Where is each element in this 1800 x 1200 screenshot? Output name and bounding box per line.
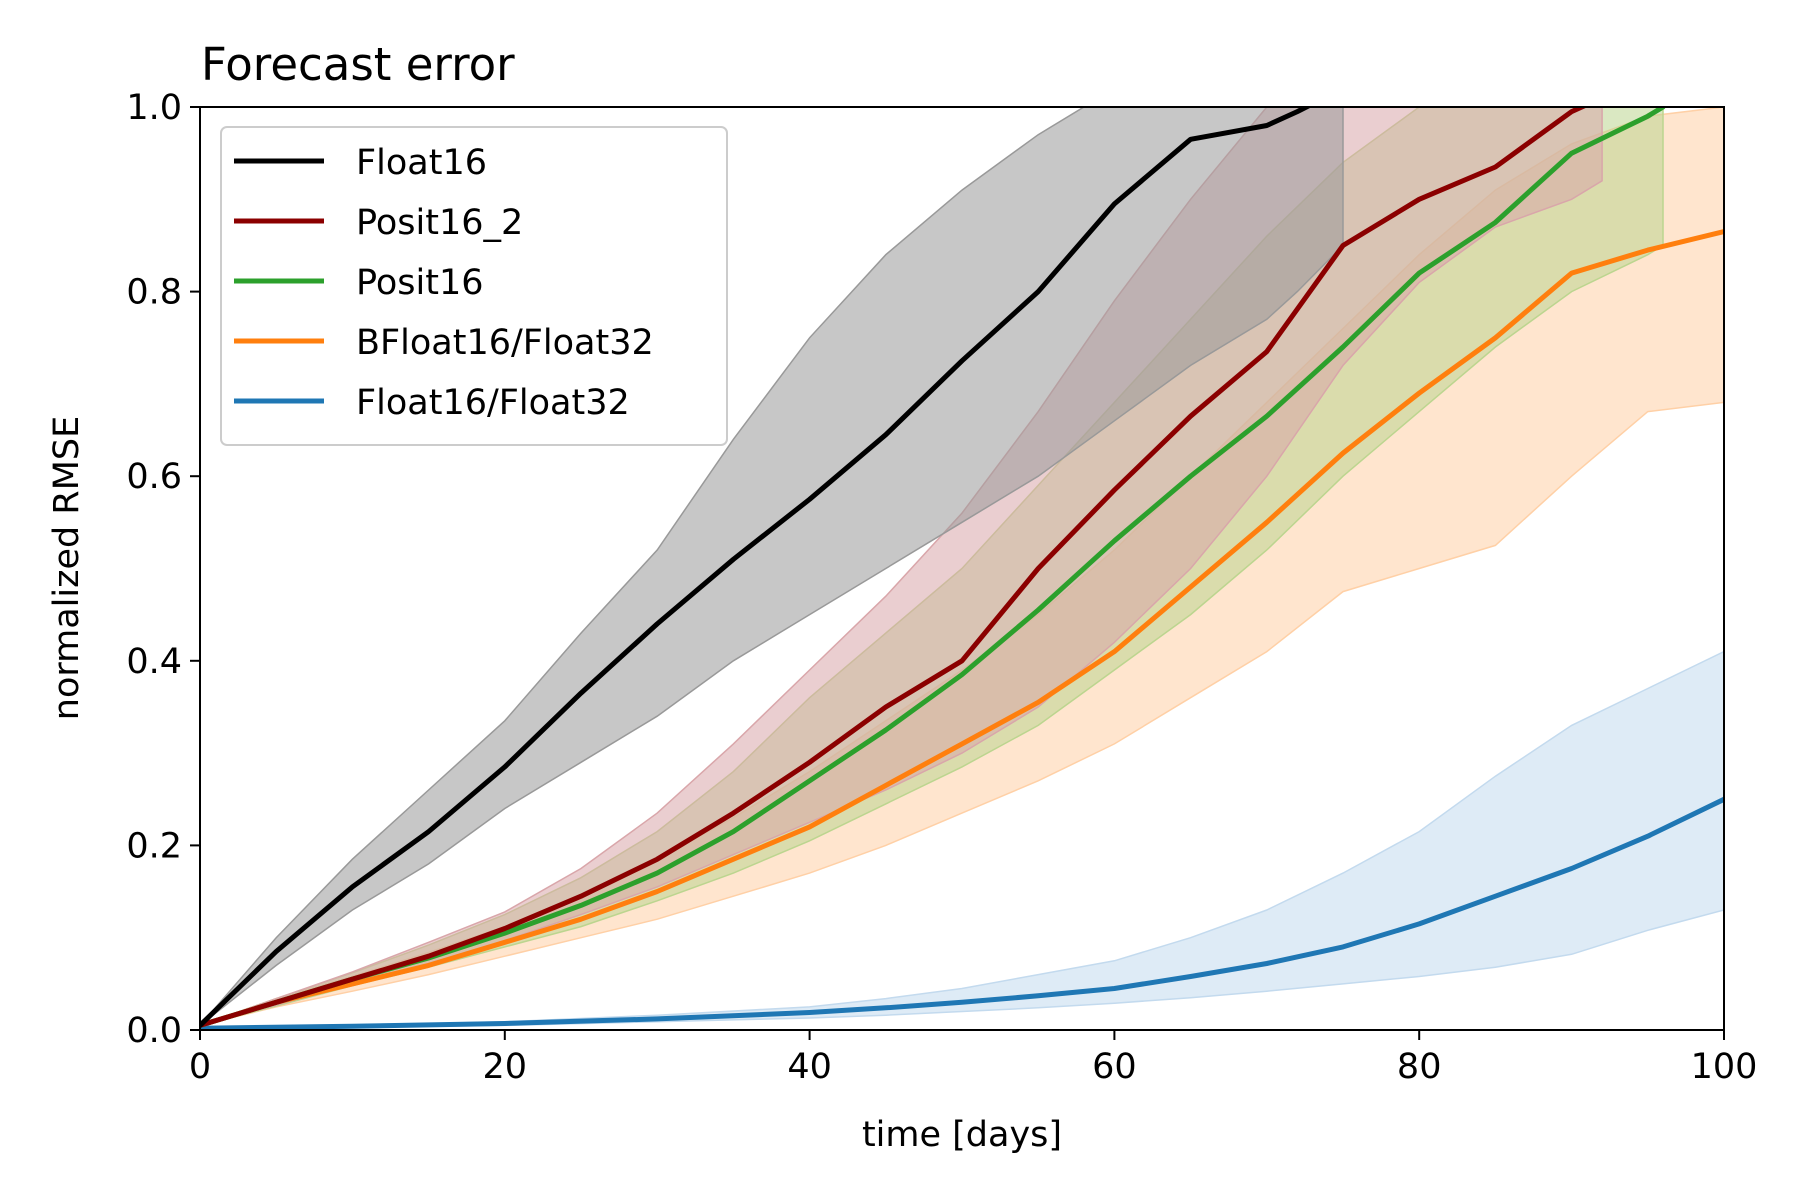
confidence-band-posit16-2: [200, 107, 1603, 1027]
y-tick-label: 0.0: [126, 1011, 182, 1051]
y-axis-ticks: 0.0 0.2 0.4 0.6 0.8 1.0: [126, 88, 200, 1051]
legend: Float16 Posit16_2 Posit16 BFloat16/Float32 F…: [220, 126, 728, 446]
x-tick-label: 60: [1092, 1047, 1137, 1087]
x-tick-label: 0: [189, 1047, 211, 1087]
series-line-bfloat16-float32: [200, 229, 1724, 1028]
y-tick-label: 0.8: [126, 273, 182, 313]
x-axis-label: time [days]: [862, 1115, 1062, 1155]
x-tick-label: 80: [1397, 1047, 1442, 1087]
confidence-band-float16: [200, 107, 1344, 1026]
x-axis-ticks: 0 20 40 60 80 100: [189, 1030, 1758, 1087]
y-tick-label: 0.6: [126, 457, 182, 497]
legend-entry-label: Posit16_2: [356, 203, 523, 243]
y-tick-label: 0.2: [126, 826, 182, 866]
x-tick-label: 20: [483, 1047, 528, 1087]
series-line-posit16-2: [200, 107, 1588, 1028]
confidence-bands: [200, 107, 1724, 1029]
chart-title: Forecast error: [201, 38, 515, 91]
series-line-float16: [200, 107, 1312, 1028]
x-tick-label: 40: [787, 1047, 832, 1087]
legend-entry-label: Float16: [356, 143, 487, 183]
plot-frame: [199, 106, 1725, 1031]
y-tick-label: 0.4: [126, 642, 182, 682]
series-line-posit16: [200, 107, 1666, 1028]
y-axis-label: normalized RMSE: [47, 416, 87, 720]
series-lines: [200, 107, 1724, 1030]
legend-entry-label: Float16/Float32: [356, 383, 630, 423]
legend-entry-label: Posit16: [356, 263, 484, 303]
legend-box: [220, 126, 728, 446]
x-tick-label: 100: [1691, 1047, 1758, 1087]
y-tick-label: 1.0: [126, 88, 182, 128]
legend-entry-label: BFloat16/Float32: [356, 323, 654, 363]
series-line-float16-float32: [200, 796, 1724, 1030]
confidence-band-float16-float32: [200, 650, 1724, 1029]
